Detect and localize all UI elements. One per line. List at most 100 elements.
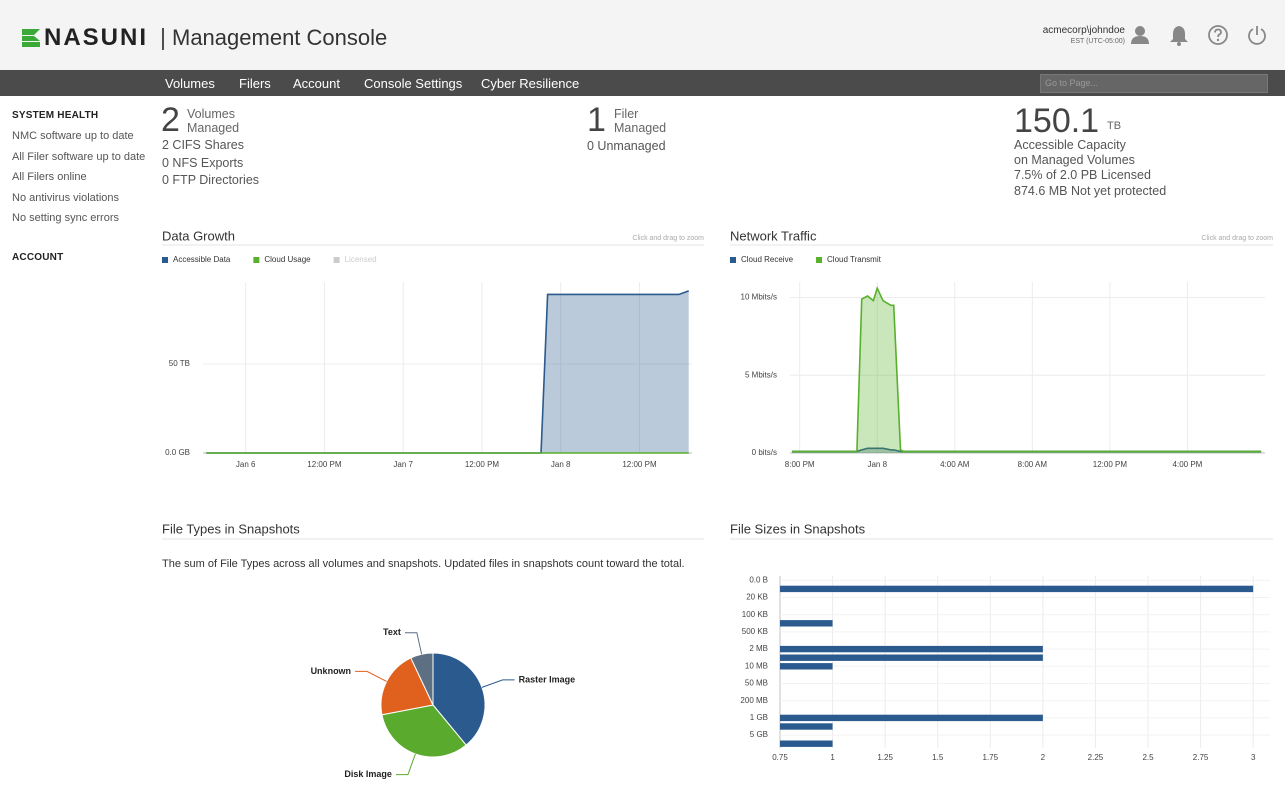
brand: NASUNI: [44, 24, 149, 51]
nav-item[interactable]: Filers: [239, 76, 271, 91]
x-tick-label: 1.75: [983, 753, 999, 762]
x-tick-label: 1.5: [932, 753, 944, 762]
pie-label: Unknown: [311, 666, 352, 676]
y-tick-label: 500 KB: [742, 627, 768, 636]
x-tick-label: 12:00 PM: [1093, 460, 1128, 469]
y-tick-label: 0.0 B: [749, 575, 768, 584]
bar: [780, 723, 833, 730]
area: [791, 288, 1262, 453]
legend-swatch: [730, 257, 736, 263]
bar: [780, 585, 1254, 593]
capacity-value: 150.1: [1014, 102, 1100, 140]
area: [206, 290, 689, 453]
volume-count: 2: [161, 101, 180, 139]
stat-detail: 0 NFS Exports: [162, 156, 244, 170]
legend-swatch: [333, 257, 340, 263]
legend-label: Licensed: [345, 255, 377, 264]
search-placeholder: Go to Page...: [1045, 78, 1099, 88]
help-icon[interactable]: [1207, 24, 1229, 46]
stat-detail: Accessible Capacity: [1014, 138, 1126, 152]
filer-count: 1: [587, 101, 606, 139]
bar: [780, 663, 833, 670]
y-tick-label: 20 KB: [746, 593, 768, 602]
x-tick-label: 3: [1251, 753, 1256, 762]
y-tick-label: 0.0 GB: [165, 448, 190, 457]
x-tick-label: 12:00 PM: [307, 460, 342, 469]
stat-detail: 7.5% of 2.0 PB Licensed: [1014, 168, 1151, 182]
health-item: No antivirus violations: [12, 192, 119, 204]
x-tick-label: 2: [1041, 753, 1046, 762]
y-tick-label: 50 MB: [745, 679, 768, 688]
x-tick-label: Jan 7: [393, 460, 413, 469]
bar: [780, 620, 833, 627]
chart-title: Network Traffic: [730, 228, 817, 243]
nav-item[interactable]: Cyber Resilience: [481, 76, 580, 91]
pie-connector: [404, 632, 423, 655]
stat-detail: 0 Unmanaged: [587, 139, 666, 153]
timezone: EST (UTC-05:00): [1070, 38, 1125, 45]
nav-item[interactable]: Account: [293, 76, 340, 91]
x-tick-label: 2.25: [1088, 753, 1104, 762]
y-tick-label: 10 Mbits/s: [741, 293, 777, 302]
x-tick-label: 12:00 PM: [465, 460, 500, 469]
x-tick-label: 1.25: [877, 753, 893, 762]
bar: [780, 740, 833, 747]
legend-swatch: [253, 257, 260, 263]
bar: [780, 714, 1043, 722]
pie-connector: [355, 670, 387, 682]
divider: |: [160, 24, 166, 50]
x-tick-label: 2.5: [1142, 753, 1154, 762]
legend-label: Cloud Usage: [264, 255, 311, 264]
stat-detail: 874.6 MB Not yet protected: [1014, 184, 1167, 198]
bar: [780, 645, 1043, 653]
legend-label: Accessible Data: [173, 255, 231, 264]
chart-title: File Types in Snapshots: [162, 521, 300, 536]
chart-subtitle: Click and drag to zoom: [632, 235, 704, 242]
user-name[interactable]: acmecorp\johndoe: [1042, 25, 1125, 36]
x-tick-label: 1: [830, 753, 835, 762]
y-tick-label: 100 KB: [742, 610, 768, 619]
line: [791, 286, 1262, 453]
y-tick-label: 10 MB: [745, 661, 768, 670]
x-tick-label: 0.75: [772, 753, 788, 762]
bar: [780, 654, 1043, 661]
stat-label: Filer: [614, 107, 639, 121]
notifications-icon[interactable]: [1168, 24, 1190, 46]
stat-label: Managed: [614, 121, 667, 135]
user-icon[interactable]: [1130, 25, 1150, 45]
chart-title: File Sizes in Snapshots: [730, 521, 866, 536]
health-item: All Filer software up to date: [12, 151, 146, 163]
y-tick-label: 5 Mbits/s: [745, 370, 777, 379]
stat-label: Volumes: [187, 107, 235, 121]
y-tick-label: 5 GB: [750, 730, 768, 739]
x-tick-label: 4:00 AM: [940, 460, 970, 469]
logout-icon[interactable]: [1246, 24, 1268, 46]
nav-item[interactable]: Volumes: [165, 76, 215, 91]
x-tick-label: Jan 6: [236, 460, 256, 469]
y-tick-label: 200 MB: [740, 696, 768, 705]
x-tick-label: 8:00 PM: [785, 460, 815, 469]
sidebar-heading[interactable]: ACCOUNT: [12, 252, 64, 263]
product-name: Management Console: [172, 25, 388, 50]
x-tick-label: 8:00 AM: [1018, 460, 1048, 469]
chart-description: The sum of File Types across all volumes…: [162, 558, 685, 570]
logo-mark: [22, 29, 40, 47]
pie-connector: [395, 753, 416, 776]
chart-title: Data Growth: [162, 228, 235, 243]
x-tick-label: 12:00 PM: [622, 460, 657, 469]
y-tick-label: 50 TB: [169, 359, 190, 368]
x-tick-label: 2.75: [1193, 753, 1209, 762]
health-item: No setting sync errors: [12, 212, 119, 224]
stat-detail: 2 CIFS Shares: [162, 138, 244, 152]
nav-item[interactable]: Console Settings: [364, 76, 463, 91]
health-item: NMC software up to date: [12, 130, 134, 142]
y-tick-label: 1 GB: [750, 713, 768, 722]
legend-swatch: [816, 257, 823, 263]
search-box[interactable]: Go to Page...: [1040, 74, 1268, 93]
legend-swatch: [162, 257, 168, 263]
pie-label: Disk Image: [344, 769, 392, 779]
x-tick-label: Jan 8: [551, 460, 571, 469]
health-item: All Filers online: [12, 171, 87, 183]
